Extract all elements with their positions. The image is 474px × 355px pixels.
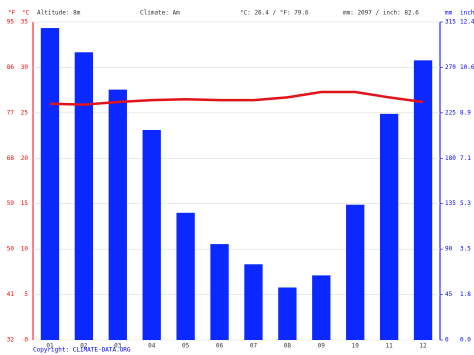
x-tick-label: 07	[250, 343, 258, 350]
y-tick-label: 35	[21, 19, 29, 26]
y2-tick-label: 90	[445, 246, 453, 253]
y2-tick-label-inch: 5.3	[460, 200, 471, 207]
y-tick-label: 25	[21, 109, 29, 116]
bar	[346, 204, 365, 340]
y-tick-label: 20	[21, 155, 29, 162]
unit-inch: inch	[460, 10, 474, 17]
x-tick-label: 12	[419, 343, 427, 350]
y2-tick-label-inch: 8.9	[460, 109, 471, 116]
unit-c: °C	[22, 10, 30, 17]
x-tick-label: 10	[352, 343, 360, 350]
y2-tick-label: 270	[445, 64, 456, 71]
y-tick-label: 10	[21, 246, 29, 253]
y2-tick-label: 45	[445, 291, 453, 298]
bar	[379, 113, 399, 340]
y2-tick-label: 225	[445, 109, 456, 116]
bar	[40, 28, 60, 341]
y-tick-label-f: 41	[7, 291, 15, 298]
bar	[210, 244, 229, 340]
unit-mm: mm	[445, 10, 453, 17]
x-tick-label: 05	[182, 343, 190, 350]
bar	[413, 60, 433, 340]
y2-tick-label-inch: 10.6	[460, 64, 474, 71]
y-tick-label-f: 86	[7, 64, 15, 71]
bar	[176, 212, 195, 340]
y-tick-label-f: 95	[7, 19, 15, 26]
y2-tick-label-inch: 7.1	[460, 155, 471, 162]
y-tick-label: 30	[21, 64, 29, 71]
y-tick-label-f: 59	[7, 200, 15, 207]
bar	[312, 275, 331, 340]
x-tick-label: 01	[46, 343, 54, 350]
climate: Climate: Am	[140, 10, 180, 17]
y2-tick-label-inch: 1.8	[460, 291, 471, 298]
y2-tick-label: 0	[445, 337, 449, 344]
y-tick-label: 0	[24, 337, 28, 344]
y2-tick-label-inch: 0.0	[460, 337, 471, 344]
y-tick-label: 15	[21, 200, 29, 207]
y-tick-label-f: 77	[7, 109, 15, 116]
precipitation-summary: mm: 2097 / inch: 82.6	[343, 10, 419, 17]
bar	[278, 287, 297, 340]
y2-tick-label-inch: 3.5	[460, 246, 471, 253]
unit-f: °F	[8, 10, 16, 17]
y2-tick-label: 180	[445, 155, 456, 162]
y-tick-label: 5	[24, 291, 28, 298]
bar	[244, 264, 263, 340]
altitude: Altitude: 8m	[37, 10, 81, 17]
y-tick-label-f: 68	[7, 155, 15, 162]
bar	[142, 130, 161, 340]
x-tick-label: 11	[386, 343, 394, 350]
y-tick-label-f: 32	[7, 337, 15, 344]
x-tick-label: 09	[318, 343, 326, 350]
temperature-summary: °C: 26.4 / °F: 79.6	[240, 10, 309, 17]
x-tick-label: 08	[284, 343, 292, 350]
x-tick-label: 02	[80, 343, 88, 350]
y-tick-label-f: 50	[7, 246, 15, 253]
bar	[74, 52, 94, 341]
bar	[108, 89, 127, 340]
y2-tick-label: 135	[445, 200, 456, 207]
y2-tick-label-inch: 12.4	[460, 19, 474, 26]
x-tick-label: 04	[148, 343, 156, 350]
temperature-line	[49, 90, 424, 106]
x-tick-label: 06	[216, 343, 224, 350]
y2-tick-label: 315	[445, 19, 456, 26]
x-tick-label: 03	[114, 343, 122, 350]
copyright: Copyright: CLIMATE-DATA.ORG	[33, 347, 131, 354]
